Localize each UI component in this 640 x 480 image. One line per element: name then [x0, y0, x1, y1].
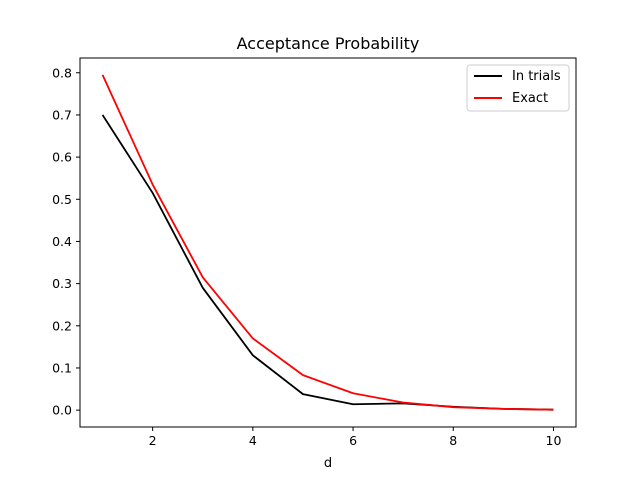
y-tick-label: 0.8	[52, 65, 72, 80]
x-tick-label: 10	[546, 433, 562, 448]
series-line-exact	[101, 74, 554, 411]
y-tick-label: 0.4	[52, 234, 72, 249]
y-axis: 0.0 0.1 0.2 0.3 0.4 0.5 0.6 0.7 0.8	[52, 65, 80, 418]
y-tick-label: 0.6	[52, 150, 72, 165]
legend-label-in-trials: In trials	[512, 69, 561, 84]
x-tick-label: 8	[449, 433, 457, 448]
legend: In trials Exact	[466, 64, 570, 112]
series-line-in-trials	[101, 114, 554, 411]
x-tick-label: 4	[249, 433, 257, 448]
y-tick-label: 0.2	[52, 318, 72, 333]
y-tick-label: 0.3	[52, 276, 72, 291]
x-axis: 2 4 6 8 10	[149, 427, 562, 448]
chart-title: Acceptance Probability	[237, 34, 420, 53]
x-tick-label: 2	[149, 433, 157, 448]
y-tick-label: 0.5	[52, 192, 72, 207]
plot-area	[79, 57, 577, 428]
series-lines	[101, 74, 554, 411]
x-tick-label: 6	[349, 433, 357, 448]
x-axis-label: d	[324, 456, 332, 471]
y-tick-label: 0.7	[52, 107, 72, 122]
y-tick-label: 0.1	[52, 360, 72, 375]
legend-label-exact: Exact	[512, 91, 548, 106]
y-tick-label: 0.0	[52, 403, 72, 418]
